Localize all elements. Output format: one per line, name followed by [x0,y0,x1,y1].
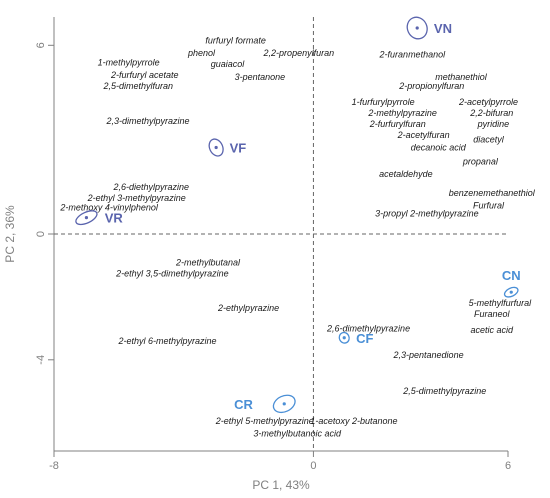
group-label-cn: CN [502,268,521,283]
variable-label: 2,6-diethylpyrazine [113,182,190,192]
group-ellipse-cn [503,286,519,298]
variable-label: 3-methylbutanoic acid [253,429,342,439]
group-point-cn [509,290,513,294]
group-ellipse-cr [272,394,296,414]
group-label-vf: VF [230,141,247,156]
variable-label: 2-furanmethanol [379,50,447,60]
group-ellipse-vf [208,138,224,157]
variable-label: propanal [462,157,499,167]
variable-label: acetaldehyde [379,169,433,179]
variable-label: Furaneol [474,309,511,319]
variable-label: 2,2-bifuran [469,108,513,118]
variable-label: acetic acid [471,325,515,335]
variable-label: pyridine [477,119,510,129]
variable-label: 2-ethyl 5-methylpyrazine [215,416,314,426]
variable-label: 2-ethyl 6-methylpyrazine [117,336,216,346]
variable-label: 1-furfurylpyrrole [352,97,415,107]
variable-labels: furfuryl formate phenol 2,2-propenylfuran 1… [59,36,535,439]
variable-label: 2-methoxy 4-vinylphenol [59,202,159,212]
group-point-cf [342,336,346,340]
variable-label: 3-pentanone [235,72,286,82]
y-tick-label: 6 [35,42,47,48]
variable-label: 3-propyl 2-methylpyrazine [375,209,479,219]
variable-label: phenol [187,48,216,58]
variable-label: 2-ethyl 3-methylpyrazine [87,193,186,203]
group-point-vn [415,26,419,30]
x-tick-label: -8 [49,460,59,472]
reference-lines [54,17,508,451]
x-axis-title: PC 1, 43% [252,478,310,492]
group-markers: VN VF VR CN CF CR [75,16,521,414]
y-tick-label: -4 [35,355,47,365]
variable-label: decanoic acid [411,143,467,153]
group-ellipse-vn [406,16,428,40]
variable-label: 2-furfurylfuran [369,119,426,129]
variable-label: Furfural [473,201,505,211]
variable-label: guaiacol [211,59,246,69]
variable-label: 2,5-dimethylfuran [103,81,174,91]
x-tick-label: 0 [310,460,316,472]
variable-label: 2-methylbutanal [175,257,241,267]
group-point-vf [214,145,218,150]
y-axis-title: PC 2, 36% [3,205,17,263]
group-label-vn: VN [434,21,452,36]
variable-label: 2,3-pentanedione [393,350,464,360]
group-ellipse-vr [75,210,98,226]
variable-label: 2-acetylfuran [397,130,450,140]
y-tick-label: 0 [35,231,47,237]
variable-label: 2-ethylpyrazine [217,303,279,313]
variable-label: benzenemethanethiol [449,188,536,198]
group-point-cr [282,402,286,406]
variable-label: 1-acetoxy 2-butanone [310,416,397,426]
variable-label: 2,6-dimethylpyrazine [326,323,410,333]
variable-label: methanethiol [435,72,488,82]
variable-label: diacetyl [473,135,505,145]
variable-label: 1-methylpyrrole [98,58,160,68]
x-tick-label: 6 [505,460,511,472]
variable-label: 2-furfuryl acetate [110,70,179,80]
variable-label: 2,5-dimethylpyrazine [402,386,486,396]
variable-label: 2-methylpyrazine [367,108,437,118]
group-label-vr: VR [105,211,124,226]
group-ellipse-cf [338,331,350,344]
variable-label: 2,2-propenylfuran [263,48,335,58]
group-point-vr [84,216,89,220]
axes: -8 0 6 -4 0 6 [35,17,511,472]
variable-label: 5-methylfurfural [469,298,533,308]
group-label-cr: CR [234,397,253,412]
group-label-cf: CF [356,331,373,346]
variable-label: 2-ethyl 3,5-dimethylpyrazine [115,268,229,278]
variable-label: furfuryl formate [205,36,266,46]
variable-label: 2-propionylfuran [398,81,464,91]
variable-label: 2,3-dimethylpyrazine [106,116,190,126]
variable-label: 2-acetylpyrrole [458,97,518,107]
